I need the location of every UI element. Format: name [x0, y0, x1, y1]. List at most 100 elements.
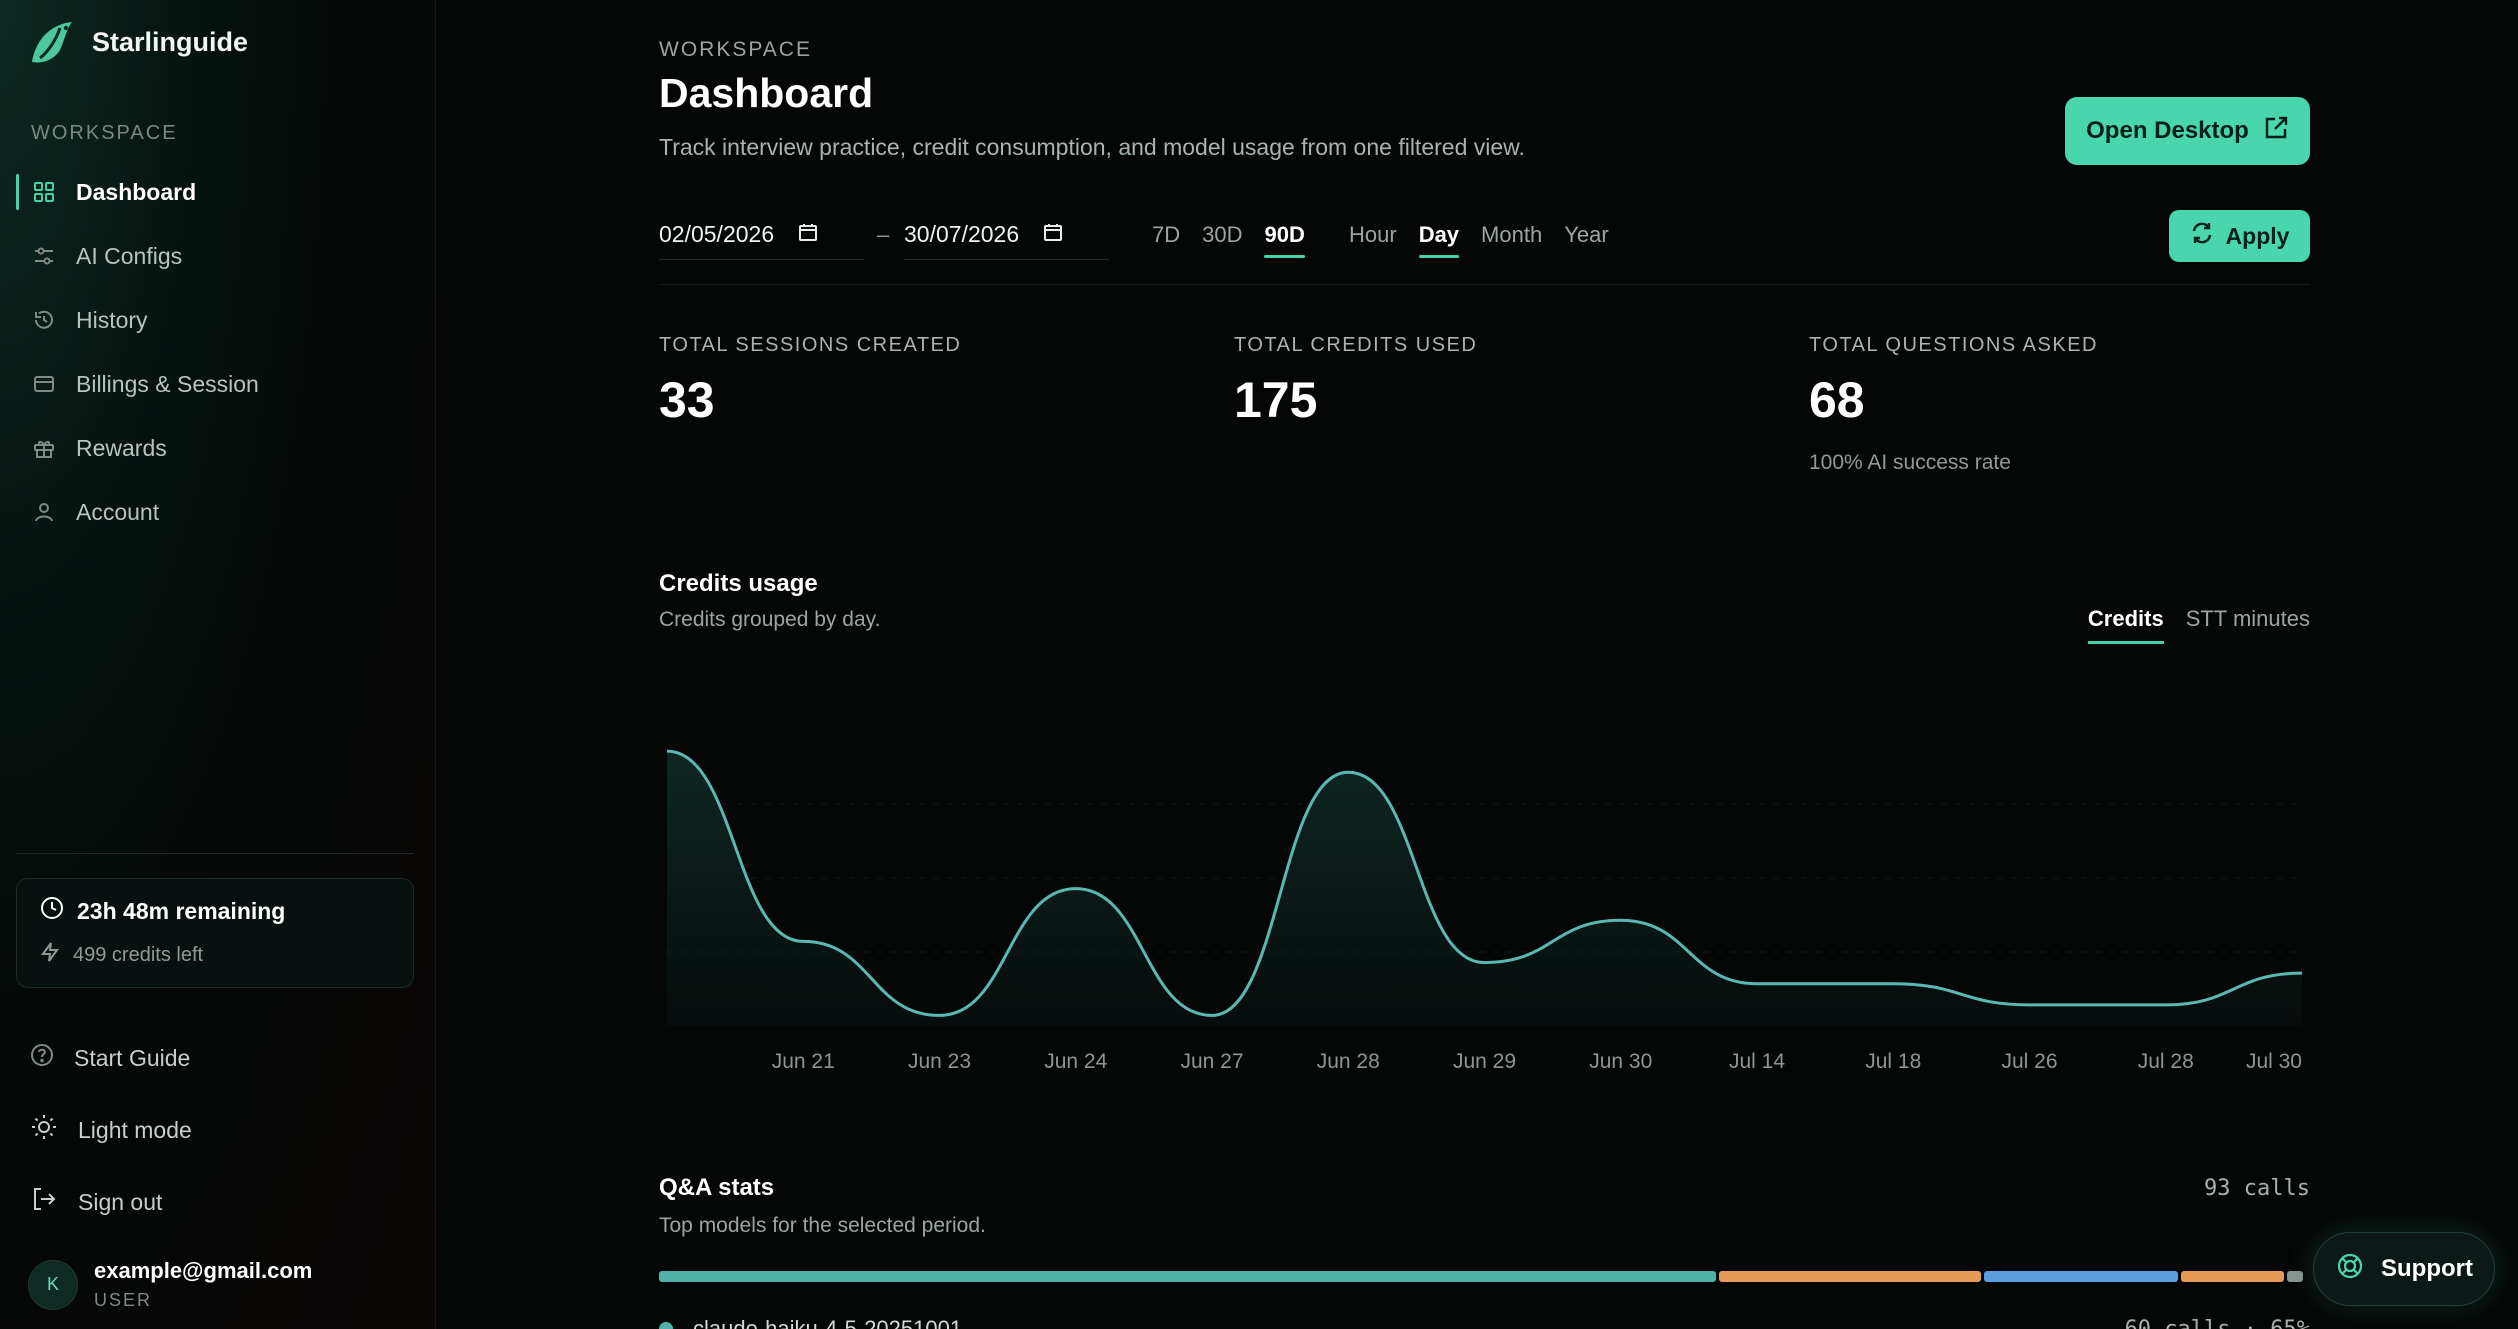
open-desktop-button[interactable]: Open Desktop: [2065, 97, 2310, 165]
grid-icon: [32, 180, 56, 204]
tab-credits[interactable]: Credits: [2087, 606, 2164, 644]
external-link-icon: [2263, 115, 2289, 148]
stat-label: TOTAL SESSIONS CREATED: [659, 334, 962, 356]
range-90d[interactable]: 90D: [1264, 222, 1306, 258]
clock-icon: [39, 895, 65, 927]
date-from-value: 02/05/2026: [659, 221, 775, 247]
history-icon: [32, 308, 56, 332]
x-tick-label: Jun 29: [1453, 1050, 1516, 1073]
granularity-selector: Hour Day Month Year: [1349, 222, 1609, 258]
page-eyebrow: WORKSPACE: [659, 38, 812, 61]
granularity-year[interactable]: Year: [1564, 222, 1609, 247]
user-icon: [32, 500, 56, 524]
x-tick-label: Jun 28: [1317, 1050, 1380, 1073]
granularity-day[interactable]: Day: [1418, 222, 1460, 258]
qa-stats-title: Q&A stats: [659, 1174, 775, 1201]
page-title: Dashboard: [659, 70, 874, 116]
sidebar-item-billings[interactable]: Billings & Session: [16, 352, 420, 416]
stat-value: 68: [1809, 372, 1865, 428]
date-separator: –: [877, 222, 890, 247]
tab-stt-minutes[interactable]: STT minutes: [2185, 606, 2310, 631]
granularity-hour[interactable]: Hour: [1349, 222, 1397, 247]
filter-bar: 02/05/2026 – 30/07/2026 7D 30D 90D Hour …: [659, 210, 2310, 274]
sign-out-label: Sign out: [78, 1188, 163, 1215]
gift-icon: [32, 436, 56, 460]
brand[interactable]: Starlinguide: [26, 16, 248, 68]
light-mode-label: Light mode: [78, 1116, 192, 1143]
range-7d[interactable]: 7D: [1152, 222, 1181, 247]
stat-questions: TOTAL QUESTIONS ASKED 68 100% AI success…: [1809, 334, 2329, 475]
divider: [659, 284, 2310, 285]
model-meta: 60 calls · 65%: [2124, 1316, 2310, 1329]
sun-icon: [30, 1113, 58, 1147]
x-tick-label: Jul 14: [1729, 1050, 1785, 1073]
sidebar-item-account[interactable]: Account: [16, 480, 420, 544]
sign-out-icon: [30, 1185, 58, 1219]
x-tick-label: Jul 28: [2138, 1050, 2194, 1073]
x-tick-label: Jul 26: [2001, 1050, 2057, 1073]
time-remaining: 23h 48m remaining: [77, 897, 286, 924]
start-guide-link[interactable]: Start Guide: [30, 1022, 420, 1094]
model-color-dot: [659, 1322, 673, 1329]
sliders-icon: [32, 244, 56, 268]
stat-value: 175: [1234, 372, 1318, 428]
granularity-month[interactable]: Month: [1481, 222, 1543, 247]
calendar-icon[interactable]: [1043, 221, 1063, 248]
user-profile[interactable]: K example@gmail.com USER: [28, 1258, 312, 1311]
light-mode-toggle[interactable]: Light mode: [30, 1094, 420, 1166]
start-guide-label: Start Guide: [74, 1044, 191, 1071]
apply-button[interactable]: Apply: [2169, 210, 2310, 262]
date-to-value: 30/07/2026: [904, 221, 1020, 247]
card-icon: [32, 372, 56, 396]
x-tick-label: Jun 21: [772, 1050, 835, 1073]
range-30d[interactable]: 30D: [1202, 222, 1243, 247]
sidebar-divider: [16, 853, 414, 854]
sidebar-nav: Dashboard AI Configs History Billings & …: [16, 160, 420, 544]
lifebuoy-icon: [2335, 1251, 2365, 1288]
credits-usage-subtitle: Credits grouped by day.: [659, 608, 881, 631]
sidebar-item-dashboard[interactable]: Dashboard: [16, 160, 420, 224]
date-to-input[interactable]: 30/07/2026: [904, 210, 1109, 260]
x-tick-label: Jun 30: [1589, 1050, 1652, 1073]
model-share-segment: [659, 1271, 1717, 1282]
series-area: [667, 751, 2302, 1026]
sign-out-button[interactable]: Sign out: [30, 1166, 420, 1238]
credits-left: 499 credits left: [73, 943, 204, 966]
session-timer-card: 23h 48m remaining 499 credits left: [16, 878, 414, 988]
model-row[interactable]: claude-haiku-4-5-20251001 60 calls · 65%: [659, 1314, 2310, 1329]
help-icon: [30, 1043, 54, 1073]
x-tick-label: Jun 27: [1180, 1050, 1243, 1073]
brand-name: Starlinguide: [92, 26, 249, 57]
x-tick-label: Jul 18: [1865, 1050, 1921, 1073]
x-tick-label: Jun 23: [908, 1050, 971, 1073]
sidebar-item-rewards[interactable]: Rewards: [16, 416, 420, 480]
calendar-icon[interactable]: [798, 221, 818, 248]
stat-credits: TOTAL CREDITS USED 175: [1234, 334, 1754, 429]
support-button[interactable]: Support: [2313, 1232, 2495, 1306]
date-from-input[interactable]: 02/05/2026: [659, 210, 864, 260]
range-selector: 7D 30D 90D: [1152, 222, 1306, 258]
x-tick-label: Jun 24: [1044, 1050, 1107, 1073]
sidebar-bottom-nav: Start Guide Light mode Sign out: [30, 1022, 420, 1238]
avatar: K: [28, 1259, 78, 1310]
model-share-segment: [1719, 1271, 1982, 1282]
stat-label: TOTAL QUESTIONS ASKED: [1809, 334, 2098, 356]
credits-chart: Jun 21 Jun 23 Jun 24 Jun 27 Jun 28 Jun 29 Jun …: [666, 749, 2303, 1073]
support-label: Support: [2381, 1255, 2473, 1282]
user-email: example@gmail.com: [94, 1258, 313, 1283]
x-tick-label: Jul 30: [2246, 1050, 2302, 1073]
sidebar-item-history[interactable]: History: [16, 288, 420, 352]
user-role: USER: [94, 1290, 153, 1310]
sidebar-item-label: Rewards: [76, 434, 167, 461]
sidebar: Starlinguide WORKSPACE Dashboard AI Conf…: [0, 0, 436, 1329]
model-share-bar: [659, 1271, 2310, 1282]
stat-note: 100% AI success rate: [1809, 451, 2011, 474]
sidebar-item-label: AI Configs: [76, 242, 183, 269]
model-share-segment: [1984, 1271, 2178, 1282]
chart-tabs: Credits STT minutes: [2087, 606, 2310, 644]
apply-label: Apply: [2225, 222, 2290, 249]
sidebar-item-label: History: [76, 306, 148, 333]
sidebar-item-label: Billings & Session: [76, 370, 259, 397]
stat-sessions: TOTAL SESSIONS CREATED 33: [659, 334, 1179, 429]
sidebar-item-ai-configs[interactable]: AI Configs: [16, 224, 420, 288]
